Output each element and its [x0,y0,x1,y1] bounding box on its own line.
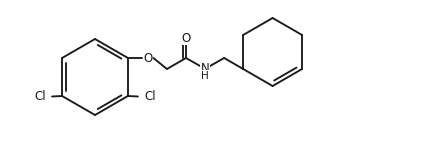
Text: H: H [201,71,209,81]
Text: N: N [201,62,210,76]
Text: Cl: Cl [144,90,155,104]
Text: O: O [181,31,191,45]
Text: Cl: Cl [34,90,46,104]
Text: O: O [143,52,152,64]
